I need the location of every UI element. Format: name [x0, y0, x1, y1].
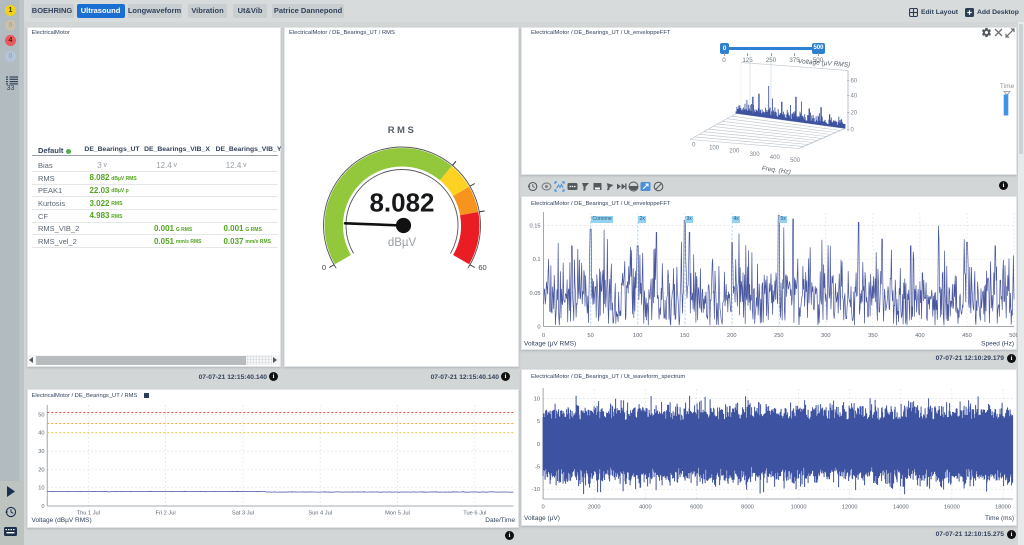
svg-text:16000: 16000: [944, 505, 960, 511]
svg-text:40: 40: [38, 431, 44, 437]
svg-text:0: 0: [537, 442, 540, 448]
svg-text:0.15: 0.15: [530, 224, 541, 230]
svg-text:30: 30: [38, 449, 44, 455]
svg-text:Date/Time: Date/Time: [485, 517, 515, 524]
svg-text:0: 0: [542, 505, 545, 511]
svg-text:10000: 10000: [791, 505, 807, 511]
svg-text:0: 0: [537, 325, 540, 331]
svg-text:-5: -5: [535, 465, 540, 471]
svg-text:Voltage (µV): Voltage (µV): [524, 515, 560, 522]
svg-text:0: 0: [542, 333, 545, 339]
svg-text:0: 0: [692, 142, 696, 148]
svg-text:10: 10: [534, 396, 540, 402]
svg-text:250: 250: [774, 333, 784, 339]
svg-text:0: 0: [41, 504, 44, 510]
svg-text:10: 10: [38, 486, 44, 492]
svg-text:Fri 2 Jul: Fri 2 Jul: [155, 511, 175, 517]
svg-text:8.082: 8.082: [369, 187, 434, 217]
svg-text:20: 20: [38, 467, 44, 473]
svg-text:300: 300: [750, 151, 761, 157]
svg-text:Time (ms): Time (ms): [985, 515, 1014, 522]
svg-text:60: 60: [478, 263, 486, 272]
svg-text:450: 450: [962, 333, 972, 339]
svg-text:RMS: RMS: [387, 125, 416, 136]
svg-text:0: 0: [321, 263, 325, 272]
svg-text:Time: Time: [1000, 83, 1015, 90]
svg-text:20: 20: [851, 110, 858, 116]
svg-text:100: 100: [633, 333, 643, 339]
svg-text:200: 200: [729, 148, 740, 154]
svg-text:100: 100: [709, 145, 720, 151]
svg-text:Speed (Hz): Speed (Hz): [981, 341, 1014, 348]
svg-text:6000: 6000: [690, 505, 703, 511]
svg-text:Sun 4 Jul: Sun 4 Jul: [308, 511, 332, 517]
svg-text:300: 300: [821, 333, 831, 339]
svg-text:60: 60: [851, 78, 858, 84]
svg-text:400: 400: [770, 155, 781, 161]
svg-text:18000: 18000: [995, 505, 1011, 511]
svg-text:0.1: 0.1: [533, 257, 541, 263]
svg-text:Voltage (µV RMS): Voltage (µV RMS): [798, 58, 851, 69]
svg-text:Tue 6 Jul: Tue 6 Jul: [463, 511, 486, 517]
svg-text:4000: 4000: [639, 505, 652, 511]
svg-text:2000: 2000: [588, 505, 601, 511]
svg-text:Sat 3 Jul: Sat 3 Jul: [231, 511, 253, 517]
svg-text:0: 0: [851, 127, 855, 133]
svg-text:5: 5: [537, 419, 540, 425]
svg-text:50: 50: [38, 412, 44, 418]
svg-text:-10: -10: [532, 487, 540, 493]
svg-text:Thu 1 Jul: Thu 1 Jul: [76, 511, 99, 517]
svg-text:150: 150: [680, 333, 690, 339]
svg-text:50: 50: [587, 333, 593, 339]
svg-text:Voltage (µV RMS): Voltage (µV RMS): [524, 341, 576, 348]
svg-text:40: 40: [851, 93, 858, 99]
svg-text:500: 500: [790, 158, 801, 164]
svg-text:400: 400: [915, 333, 925, 339]
svg-text:Mon 5 Jul: Mon 5 Jul: [385, 511, 410, 517]
svg-text:dBµV: dBµV: [387, 237, 416, 249]
svg-text:12000: 12000: [842, 505, 858, 511]
svg-text:350: 350: [868, 333, 878, 339]
svg-text:Voltage (dBµV RMS): Voltage (dBµV RMS): [31, 517, 91, 524]
svg-text:14000: 14000: [893, 505, 909, 511]
svg-text:Freq. (Hz): Freq. (Hz): [761, 165, 791, 175]
svg-text:200: 200: [727, 333, 737, 339]
svg-text:500: 500: [1009, 333, 1017, 339]
svg-text:8000: 8000: [741, 505, 754, 511]
svg-text:0.05: 0.05: [530, 291, 541, 297]
